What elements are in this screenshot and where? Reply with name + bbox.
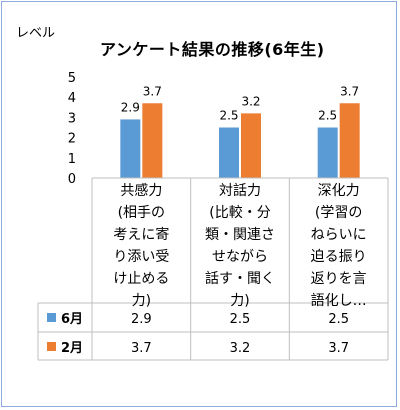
legend-label: 6月 xyxy=(61,312,83,327)
y-tick-label: 5 xyxy=(68,71,76,86)
bar-june xyxy=(219,127,239,178)
table-cell-value: 2.5 xyxy=(328,312,349,327)
table-cell-value: 3.2 xyxy=(230,341,251,356)
bar-june xyxy=(317,127,338,178)
table-cell-value: 3.7 xyxy=(328,341,349,356)
data-label: 2.5 xyxy=(219,109,238,123)
bar-february xyxy=(339,103,360,178)
y-tick-label: 2 xyxy=(68,132,76,147)
x-tick-label: 対話力 (比較・分 類・関連さ せながら 話す・聞く 力) xyxy=(204,183,275,309)
data-label: 2.5 xyxy=(318,109,337,123)
y-axis-label: レベル xyxy=(16,26,56,41)
bar-february xyxy=(142,103,163,178)
y-tick-label: 3 xyxy=(68,111,76,126)
data-label: 3.2 xyxy=(241,94,260,108)
y-tick-label: 0 xyxy=(68,172,76,187)
legend-key-february xyxy=(47,342,56,351)
bar-june xyxy=(120,119,141,178)
table-cell-value: 2.9 xyxy=(131,312,152,327)
legend-label: 2月 xyxy=(61,341,83,356)
y-tick-label: 1 xyxy=(68,152,76,167)
chart-title: アンケート結果の推移(6年生) xyxy=(100,40,325,59)
x-tick-label: 深化力 (学習の ねらいに 迫る振り 返りを言 語化し… xyxy=(310,183,367,309)
table-cell-value: 3.7 xyxy=(131,341,152,356)
bar-february xyxy=(241,113,261,178)
legend-key-june xyxy=(47,313,56,322)
x-tick-label: 共感力 (相手の 考えに寄 り添い受 け止める 力) xyxy=(113,183,170,309)
y-tick-label: 4 xyxy=(68,91,76,106)
data-label: 2.9 xyxy=(121,100,140,114)
data-label: 3.7 xyxy=(340,84,359,98)
table-cell-value: 2.5 xyxy=(230,312,251,327)
data-label: 3.7 xyxy=(143,84,162,98)
